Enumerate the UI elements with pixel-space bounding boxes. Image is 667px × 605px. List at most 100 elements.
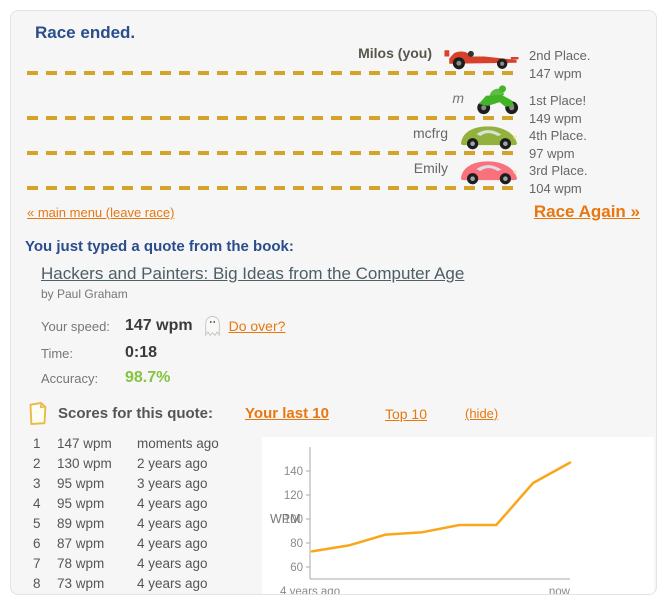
wpm-text: 97 wpm	[529, 146, 575, 161]
accuracy-value: 98.7%	[125, 369, 171, 386]
quote-heading: You just typed a quote from the book:	[25, 238, 294, 255]
wpm-line-chart-svg: 60 80 100 120 140 WPM 4 years ago now	[270, 447, 572, 595]
score-rank: 7	[33, 555, 41, 571]
score-when: 4 years ago	[137, 515, 208, 531]
score-rank: 8	[33, 575, 41, 591]
score-wpm: 78 wpm	[57, 555, 105, 571]
wpm-history-chart: 60 80 100 120 140 WPM 4 years ago now	[262, 437, 654, 595]
red-race-car-icon	[444, 50, 519, 70]
svg-text:60: 60	[290, 562, 303, 574]
svg-text:4 years ago: 4 years ago	[280, 586, 340, 595]
score-wpm: 89 wpm	[57, 515, 105, 531]
score-row: 5 89 wpm 4 years ago	[33, 513, 250, 533]
score-when: 2 years ago	[137, 455, 208, 471]
score-row: 6 87 wpm 4 years ago	[33, 533, 250, 553]
score-wpm: 147 wpm	[57, 435, 112, 451]
hide-link[interactable]: (hide)	[465, 406, 499, 421]
race-result: 3rd Place. 104 wpm	[520, 162, 642, 198]
racer-name: m	[452, 90, 464, 106]
time-row: Time: 0:18	[41, 344, 642, 362]
score-rank: 3	[33, 475, 41, 491]
main-menu-link[interactable]: « main menu (leave race)	[27, 205, 175, 220]
score-wpm: 130 wpm	[57, 455, 112, 471]
time-label: Time:	[41, 345, 74, 361]
racer-name: Milos (you)	[358, 45, 432, 61]
race-results-panel: Race ended. Milos (you) 2nd Place. 147 w…	[10, 10, 657, 595]
race-lane-emily: Emily 3rd Place. 104 wpm	[25, 155, 642, 196]
do-over-link[interactable]: Do over?	[228, 318, 286, 334]
race-result: 2nd Place. 147 wpm	[520, 47, 642, 83]
race-links-row: « main menu (leave race) Race Again »	[25, 202, 642, 222]
score-wpm: 73 wpm	[57, 575, 105, 591]
score-wpm: 87 wpm	[57, 535, 105, 551]
score-rank: 4	[33, 495, 41, 511]
svg-text:80: 80	[290, 538, 303, 550]
place-text: 3rd Place.	[529, 163, 588, 178]
place-text: 2nd Place.	[529, 48, 591, 63]
green-motorcycle-icon	[477, 85, 519, 115]
wpm-text: 104 wpm	[529, 181, 582, 196]
wpm-text: 147 wpm	[529, 66, 582, 81]
track-lane: m	[25, 75, 520, 120]
score-row: 1 147 wpm moments ago	[33, 433, 250, 453]
racer-name: mcfrg	[413, 125, 448, 141]
score-wpm: 95 wpm	[57, 475, 105, 491]
score-row: 4 95 wpm 4 years ago	[33, 493, 250, 513]
accuracy-label: Accuracy:	[41, 370, 99, 386]
place-text: 1st Place!	[529, 93, 587, 108]
accuracy-row: Accuracy: 98.7%	[41, 369, 642, 387]
race-again-link[interactable]: Race Again »	[533, 202, 640, 221]
score-list: 1 147 wpm moments ago 2 130 wpm 2 years …	[25, 433, 250, 593]
scores-heading: Scores for this quote:	[58, 405, 214, 422]
race-track-area: Race ended. Milos (you) 2nd Place. 147 w…	[25, 19, 642, 196]
score-row: 3 95 wpm 3 years ago	[33, 473, 250, 493]
stats-block: Your speed: 147 wpm Do over? Time: 0:18 …	[41, 315, 642, 387]
score-rank: 5	[33, 515, 41, 531]
wpm-text: 149 wpm	[529, 111, 582, 126]
score-when: 4 years ago	[137, 535, 208, 551]
race-result: 4th Place. 97 wpm	[520, 127, 642, 163]
scores-body: 1 147 wpm moments ago 2 130 wpm 2 years …	[25, 433, 654, 594]
book-title-link[interactable]: Hackers and Painters: Big Ideas from the…	[41, 264, 465, 283]
speed-value: 147 wpm	[125, 317, 193, 334]
svg-text:now: now	[549, 586, 571, 595]
svg-text:WPM: WPM	[270, 512, 301, 526]
tab-top-10[interactable]: Top 10	[384, 405, 427, 422]
score-row: 2 130 wpm 2 years ago	[33, 453, 250, 473]
speed-row: Your speed: 147 wpm Do over?	[41, 315, 642, 337]
score-rank: 2	[33, 455, 41, 471]
svg-text:140: 140	[284, 466, 303, 478]
score-rank: 6	[33, 535, 41, 551]
race-result: 1st Place! 149 wpm	[520, 92, 642, 128]
green-beetle-car-icon	[461, 126, 517, 150]
score-rank: 1	[33, 435, 41, 451]
race-lane-mcfrg: mcfrg 4th Place. 97 wpm	[25, 120, 642, 161]
score-wpm: 95 wpm	[57, 495, 105, 511]
time-value: 0:18	[125, 344, 158, 361]
race-lane-m: m 1st Place! 149 wpm	[25, 75, 642, 126]
pink-beetle-car-icon	[461, 161, 517, 185]
place-text: 4th Place.	[529, 128, 587, 143]
race-status-text: Race ended.	[35, 23, 136, 42]
note-icon	[29, 402, 47, 425]
score-when: 3 years ago	[137, 475, 208, 491]
score-when: 4 years ago	[137, 575, 208, 591]
svg-text:120: 120	[284, 490, 303, 502]
score-when: moments ago	[137, 435, 219, 451]
track-lane: Milos (you)	[25, 19, 520, 75]
svg-text:100: 100	[284, 514, 303, 526]
score-when: 4 years ago	[137, 555, 208, 571]
track-lane: mcfrg	[25, 120, 520, 155]
score-row: 8 73 wpm 4 years ago	[33, 573, 250, 593]
score-when: 4 years ago	[137, 495, 208, 511]
race-lane-milos: Milos (you) 2nd Place. 147 wpm	[25, 19, 642, 81]
book-block: Hackers and Painters: Big Ideas from the…	[41, 264, 642, 301]
track-lane: Emily	[25, 155, 520, 190]
speed-label: Your speed:	[41, 318, 110, 334]
ghost-icon	[204, 316, 220, 337]
book-author: by Paul Graham	[41, 287, 128, 301]
tab-your-last-10[interactable]: Your last 10	[245, 405, 329, 422]
racer-name: Emily	[413, 160, 448, 176]
scores-header: Scores for this quote: Your last 10 Top …	[25, 401, 642, 426]
score-row: 7 78 wpm 4 years ago	[33, 553, 250, 573]
